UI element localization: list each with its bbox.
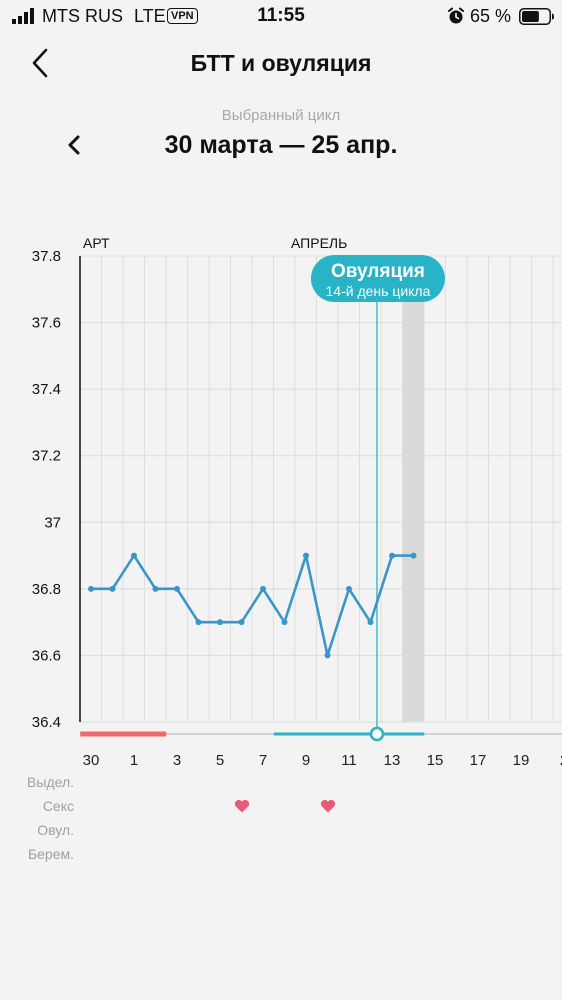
status-time: 11:55 — [257, 5, 305, 26]
y-tick-label: 37.2 — [32, 448, 61, 465]
alarm-clock-icon — [448, 7, 464, 24]
temperature-point[interactable] — [238, 619, 245, 626]
ovulation-row-label: Овул. — [37, 822, 74, 838]
network-type: LTE — [134, 6, 166, 26]
temperature-line — [91, 554, 414, 657]
temperature-point[interactable] — [260, 585, 266, 592]
x-tick-label: 19 — [513, 752, 530, 769]
temperature-point[interactable] — [195, 619, 202, 626]
month-label: АПРЕЛЬ — [291, 235, 347, 251]
temperature-point[interactable] — [389, 552, 395, 559]
x-tick-label: 2 — [560, 752, 562, 769]
back-button[interactable] — [26, 44, 58, 84]
battery-percent: 65 % — [470, 6, 512, 26]
y-tick-label: 37.4 — [32, 381, 61, 398]
vpn-badge: VPN — [167, 8, 198, 24]
temperature-point[interactable] — [281, 619, 288, 626]
discharge-row-label: Выдел. — [27, 774, 74, 790]
temperature-point[interactable] — [346, 585, 352, 592]
temperature-point[interactable] — [174, 585, 180, 592]
temperature-point[interactable] — [217, 619, 223, 626]
temperature-point[interactable] — [410, 552, 417, 559]
heart-icon — [234, 799, 249, 813]
y-tick-label: 37 — [44, 514, 61, 531]
y-tick-label: 36.8 — [32, 581, 61, 598]
selected-day-column — [402, 296, 425, 722]
chevron-left-icon — [32, 48, 48, 78]
temperature-point[interactable] — [131, 552, 137, 559]
ovulation-bubble-title: Овуляция — [331, 261, 425, 282]
battery-icon — [519, 8, 554, 25]
x-tick-label: 17 — [470, 752, 487, 769]
y-tick-label: 36.4 — [32, 714, 61, 731]
temperature-point[interactable] — [88, 585, 94, 592]
x-tick-label: 5 — [216, 752, 224, 769]
ovulation-bubble[interactable] — [310, 255, 445, 302]
x-tick-label: 13 — [384, 752, 401, 769]
x-tick-label: 30 — [83, 752, 100, 769]
x-tick-label: 7 — [259, 752, 267, 769]
selected-cycle-caption: Выбранный цикл — [221, 107, 341, 124]
chevron-left-icon — [68, 135, 80, 155]
sex-row-label: Секс — [42, 798, 74, 814]
x-tick-label: 3 — [173, 752, 181, 769]
temperature-point[interactable] — [303, 552, 309, 559]
carrier-name: MTS RUS — [42, 6, 123, 26]
x-tick-label: 9 — [302, 752, 310, 769]
previous-cycle-button[interactable] — [62, 130, 90, 162]
x-tick-label: 1 — [130, 752, 138, 769]
month-label: АРТ — [83, 235, 110, 251]
temperature-point[interactable] — [324, 652, 331, 659]
page-title: БТТ и овуляция — [190, 50, 372, 76]
heart-icon — [320, 799, 335, 813]
ovulation-marker[interactable] — [369, 726, 385, 742]
temperature-point[interactable] — [152, 585, 159, 592]
y-tick-label: 37.6 — [32, 315, 61, 332]
x-tick-label: 15 — [427, 752, 444, 769]
signal-strength-icon — [12, 8, 34, 24]
y-tick-label: 37.8 — [32, 248, 61, 265]
ovulation-bubble-subtitle: 14-й день цикла — [326, 283, 431, 299]
temperature-point[interactable] — [109, 585, 116, 592]
temperature-point[interactable] — [367, 619, 374, 626]
y-tick-label: 36.6 — [32, 647, 61, 664]
x-tick-label: 11 — [341, 752, 357, 769]
pregnancy-row-label: Берем. — [27, 846, 74, 862]
cycle-date-range: 30 марта — 25 апр. — [164, 131, 398, 159]
status-bar: MTS RUS LTE VPN 11:55 65 % — [0, 0, 562, 34]
